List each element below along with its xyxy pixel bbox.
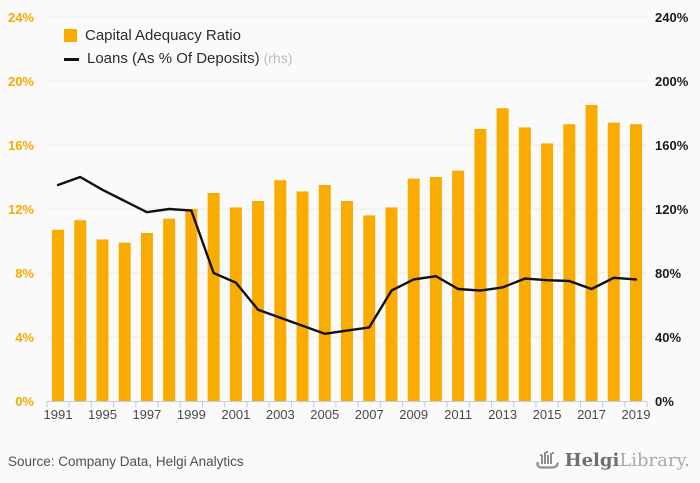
bar-series-swatch-icon: [64, 29, 77, 42]
chart-footer: Source: Company Data, Helgi Analytics He…: [0, 437, 700, 483]
logo-text-helgi: Helgi: [564, 450, 620, 471]
x-axis-label-2011: 2011: [444, 407, 472, 422]
x-axis-label-2009: 2009: [399, 407, 428, 422]
right-axis-label: 120%: [655, 202, 689, 217]
left-axis-label: 16%: [8, 138, 34, 153]
bar-2006: [341, 201, 353, 401]
x-axis-label-2015: 2015: [533, 407, 562, 422]
right-axis-label: 240%: [655, 10, 689, 25]
left-axis-label: 4%: [15, 330, 34, 345]
left-axis-label: 12%: [8, 202, 34, 217]
bar-2014: [518, 127, 531, 402]
bar-2015: [541, 143, 554, 401]
x-axis-label-1995: 1995: [88, 407, 117, 422]
chart-area: 0% 4% 8% 12% 16% 20% 24% 0% 40% 80% 120% 160% 200% 24…: [8, 10, 689, 422]
right-axis-label: 80%: [655, 266, 681, 281]
bar-2018: [607, 122, 620, 401]
source-caption: Source: Company Data, Helgi Analytics: [8, 454, 244, 469]
legend-item-capital-adequacy-ratio: Capital Adequacy Ratio: [64, 27, 292, 44]
left-axis-label: 20%: [8, 74, 34, 89]
x-axis-label-1999: 1999: [177, 407, 206, 422]
x-axis-label-2013: 2013: [488, 407, 517, 422]
helgi-ship-icon: [535, 451, 559, 469]
bar-2019: [630, 124, 642, 401]
bar-2012: [474, 129, 487, 401]
left-axis-label: 24%: [8, 10, 34, 25]
loans-deposits-line: [56, 175, 638, 335]
bar-2008: [385, 207, 398, 401]
bar-2005: [318, 185, 331, 401]
bar-1999: [185, 209, 198, 401]
legend-label: Capital Adequacy Ratio: [85, 27, 241, 44]
right-axis-label: 0%: [655, 394, 674, 409]
chart-legend: Capital Adequacy Ratio Loans (As % Of De…: [64, 27, 292, 68]
bar-2010: [429, 177, 442, 401]
x-axis-label-1991: 1991: [44, 407, 73, 422]
bar-1991: [52, 229, 64, 401]
right-axis-label: 40%: [655, 330, 681, 345]
x-axis-label-2007: 2007: [355, 407, 384, 422]
bar-2011: [452, 170, 465, 401]
helgi-library-logo: HelgiLibrary.: [535, 450, 690, 471]
logo-text-library: Library.: [619, 450, 690, 471]
bar-2002: [252, 201, 265, 401]
x-axis-label-2003: 2003: [266, 407, 295, 422]
left-axis-label: 0%: [15, 394, 34, 409]
bar-2016: [563, 124, 576, 401]
right-axis-label: 160%: [655, 138, 689, 153]
bar-2003: [274, 180, 287, 401]
bar-1997: [140, 233, 153, 401]
legend-item-loans-deposits: Loans (As % Of Deposits) (rhs): [64, 50, 292, 68]
x-axis-label-2019: 2019: [622, 407, 651, 422]
x-axis-label-1997: 1997: [132, 407, 161, 422]
legend-label: Loans (As % Of Deposits): [87, 50, 260, 67]
bar-2017: [585, 105, 598, 401]
line-series-swatch-icon: [64, 57, 79, 61]
bar-1993: [74, 220, 87, 401]
x-axis-label-2017: 2017: [577, 407, 606, 422]
bar-2007: [363, 215, 376, 401]
bar-1996: [118, 242, 131, 401]
bar-2009: [407, 178, 420, 401]
left-axis-label: 8%: [15, 266, 34, 281]
x-axis-label-2001: 2001: [221, 407, 250, 422]
bar-1995: [96, 239, 109, 401]
bar-2013: [496, 108, 509, 401]
x-axis-label-2005: 2005: [310, 407, 339, 422]
capital-adequacy-loans-chart: 0% 4% 8% 12% 16% 20% 24% 0% 40% 80% 120% 160% 200% 24…: [8, 10, 689, 422]
legend-rhs-suffix: (rhs): [263, 50, 293, 66]
right-axis-label: 200%: [655, 74, 689, 89]
bar-2001: [229, 207, 242, 401]
bar-2000: [207, 193, 220, 401]
bar-2004: [296, 191, 309, 401]
bar-1998: [163, 218, 176, 401]
